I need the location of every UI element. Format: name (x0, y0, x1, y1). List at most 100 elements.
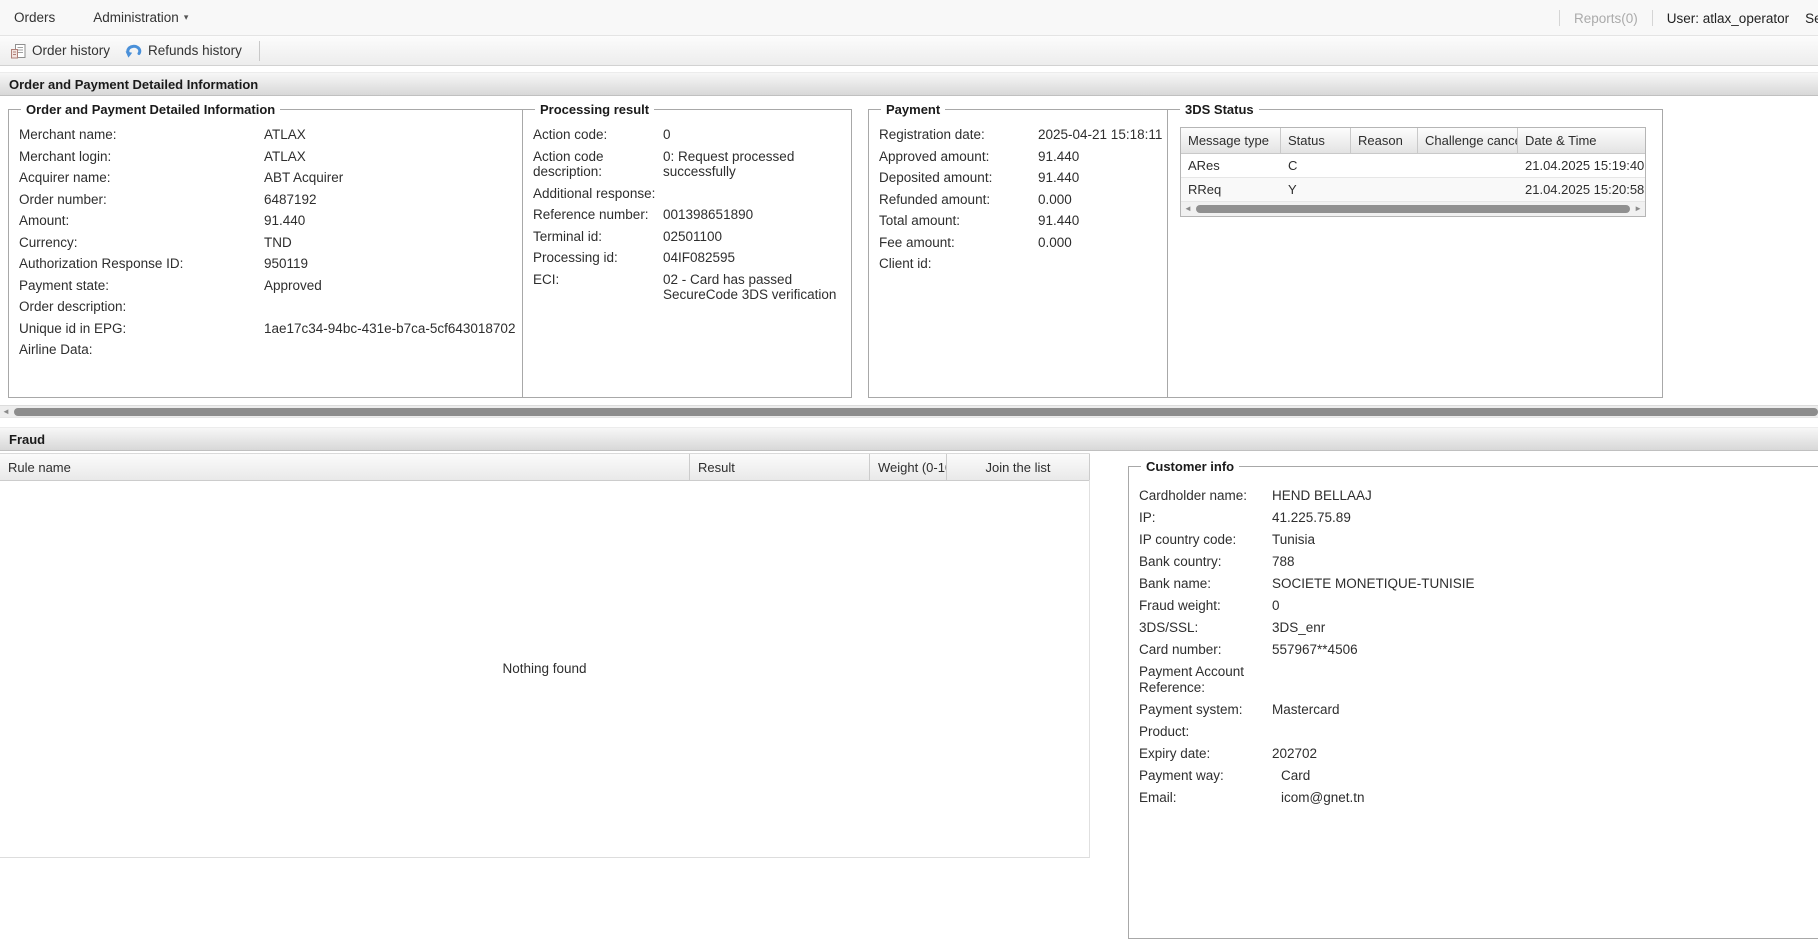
refunds-history-button[interactable]: Refunds history (119, 40, 251, 61)
field-deposited-amount: Deposited amount: 91.440 (879, 170, 1080, 185)
field-payment-account-reference: Payment Account Reference: (1139, 664, 1245, 695)
processing-result-panel: Processing result Action code: 0 Action c… (522, 102, 852, 398)
field-merchant-name: Merchant name: ATLAX (19, 127, 306, 142)
fraud-section: Rule name Result Weight (0-100) Join the… (0, 451, 1818, 939)
tds-header-date-time: Date & Time (1525, 133, 1597, 148)
field-auth-response-id: Authorization Response ID: 950119 (19, 256, 309, 271)
section-header-order-payment-label: Order and Payment Detailed Information (9, 76, 259, 92)
menu-bar: Orders Administration ▾ Reports(0) User:… (0, 0, 1818, 36)
field-cardholder-name: Cardholder name: HEND BELLAAJ (1139, 488, 1372, 503)
tds-scrollbar-thumb[interactable] (1195, 205, 1631, 213)
field-bank-name: Bank name: SOCIETE MONETIQUE-TUNISIE (1139, 576, 1475, 591)
field-unique-id-epg: Unique id in EPG: 1ae17c34-94bc-431e-b7ca… (19, 320, 516, 336)
chevron-down-icon: ▾ (183, 12, 189, 22)
field-ip-country-code: IP country code: Tunisia (1139, 532, 1316, 547)
section-header-fraud: Fraud (0, 427, 1818, 451)
tds-table-hscrollbar[interactable]: ◄ ► (1181, 202, 1645, 216)
menu-item-administration-label: Administration (93, 10, 179, 25)
payment-panel: Payment Registration date: 2025-04-21 15:… (868, 102, 1174, 398)
toolbar: Order history Refunds history (0, 36, 1818, 66)
field-fraud-weight: Fraud weight: 0 (1139, 598, 1280, 613)
field-acquirer-name: Acquirer name: ABT Acquirer (19, 170, 344, 185)
user-label: User: atlax_operator (1666, 10, 1790, 26)
order-history-icon (11, 43, 26, 59)
tds-status-panel: 3DS Status Message type Status Reason Ch… (1167, 102, 1663, 398)
tds-header-message-type: Message type (1181, 128, 1281, 153)
fraud-header-result: Result (690, 454, 870, 480)
section-header-order-payment: Order and Payment Detailed Information (0, 72, 1818, 96)
spacer (0, 418, 1818, 427)
toolbar-separator (258, 40, 260, 61)
processing-result-legend: Processing result (540, 102, 650, 117)
fraud-header-rule-name: Rule name (0, 454, 690, 480)
tds-status-legend: 3DS Status (1185, 102, 1254, 117)
scroll-left-icon[interactable]: ◄ (2, 406, 10, 416)
menu-right-group: Reports(0) User: atlax_operator Settings (1545, 0, 1818, 36)
field-client-id: Client id: (879, 256, 932, 271)
order-info-panel: Order and Payment Detailed Information M… (8, 102, 527, 398)
field-currency: Currency: TND (19, 234, 292, 250)
order-history-label: Order history (32, 43, 111, 58)
menu-separator (1559, 10, 1560, 26)
field-order-number: Order number: 6487192 (19, 191, 317, 207)
field-refunded-amount: Refunded amount: 0.000 (879, 191, 1072, 207)
detail-panels: Order and Payment Detailed Information M… (0, 96, 1818, 405)
field-reference-number: Reference number: 001398651890 (533, 207, 754, 222)
spacer (0, 66, 1818, 72)
refunds-history-icon (124, 43, 142, 58)
refunds-history-label: Refunds history (148, 43, 242, 58)
field-bank-country: Bank country: 788 (1139, 554, 1295, 569)
field-card-number: Card number: 557967**4506 (1139, 642, 1358, 657)
scroll-right-icon[interactable]: ► (1634, 204, 1642, 213)
table-row: RReq Y 21.04.2025 15:20:58 (1181, 178, 1645, 202)
field-airline-data: Airline Data: (19, 342, 93, 357)
main-scrollbar-thumb[interactable] (13, 407, 1818, 416)
field-payment-way: Payment way: Card (1139, 768, 1311, 783)
main-hscrollbar[interactable]: ◄ (0, 405, 1818, 418)
tds-header-reason: Reason (1351, 128, 1418, 153)
menu-item-orders[interactable]: Orders (14, 10, 56, 25)
menu-item-settings[interactable]: Settings (1805, 10, 1818, 26)
table-row: ARes C 21.04.2025 15:19:40 (1181, 154, 1645, 178)
menu-item-administration[interactable]: Administration ▾ (93, 10, 188, 25)
tds-table-header: Message type Status Reason Challenge can… (1181, 128, 1645, 154)
field-terminal-id: Terminal id: 02501100 (533, 228, 723, 244)
menu-item-reports[interactable]: Reports(0) (1574, 10, 1638, 26)
field-product: Product: (1139, 724, 1190, 739)
field-order-description: Order description: (19, 299, 127, 314)
field-approved-amount: Approved amount: 91.440 (879, 148, 1080, 164)
field-total-amount: Total amount: 91.440 (879, 213, 1080, 228)
menu-separator (1651, 10, 1653, 26)
field-expiry-date: Expiry date: 202702 (1139, 746, 1318, 761)
scroll-left-icon[interactable]: ◄ (1184, 204, 1192, 213)
order-info-legend: Order and Payment Detailed Information (26, 102, 276, 117)
customer-info-legend: Customer info (1146, 459, 1235, 474)
field-merchant-login: Merchant login: ATLAX (19, 148, 306, 164)
field-processing-id: Processing id: 04IF082595 (533, 250, 736, 265)
fraud-table-header: Rule name Result Weight (0-100) Join the… (0, 453, 1090, 481)
tds-header-status: Status (1281, 128, 1351, 153)
field-eci: ECI: 02 - Card has passed SecureCode 3DS … (533, 271, 837, 303)
empty-state-text: Nothing found (502, 660, 587, 676)
tds-status-table: Message type Status Reason Challenge can… (1180, 127, 1646, 217)
field-email: Email: icom@gnet.tn (1139, 790, 1365, 805)
fraud-header-weight: Weight (0-100) (870, 454, 947, 480)
field-fee-amount: Fee amount: 0.000 (879, 234, 1072, 250)
fraud-header-join-list: Join the list (947, 454, 1090, 480)
order-history-button[interactable]: Order history (6, 40, 119, 62)
field-payment-state: Payment state: Approved (19, 277, 322, 293)
field-ip: IP: 41.225.75.89 (1139, 510, 1351, 525)
field-action-code-description: Action code description: 0: Request proce… (533, 148, 795, 180)
tds-header-challenge-cancel: Challenge cancel (1418, 128, 1518, 153)
payment-legend: Payment (886, 102, 941, 117)
fraud-table-body: Nothing found (0, 481, 1089, 855)
customer-info-panel: Customer info Cardholder name: HEND BELLA… (1128, 459, 1818, 939)
field-amount: Amount: 91.440 (19, 213, 306, 228)
fraud-rules-table: Rule name Result Weight (0-100) Join the… (0, 453, 1090, 858)
field-action-code: Action code: 0 (533, 127, 671, 142)
field-registration-date: Registration date: 2025-04-21 15:18:11 (879, 127, 1163, 142)
field-additional-response: Additional response: (533, 185, 656, 201)
field-payment-system: Payment system: Mastercard (1139, 702, 1340, 717)
section-header-fraud-label: Fraud (9, 431, 46, 447)
